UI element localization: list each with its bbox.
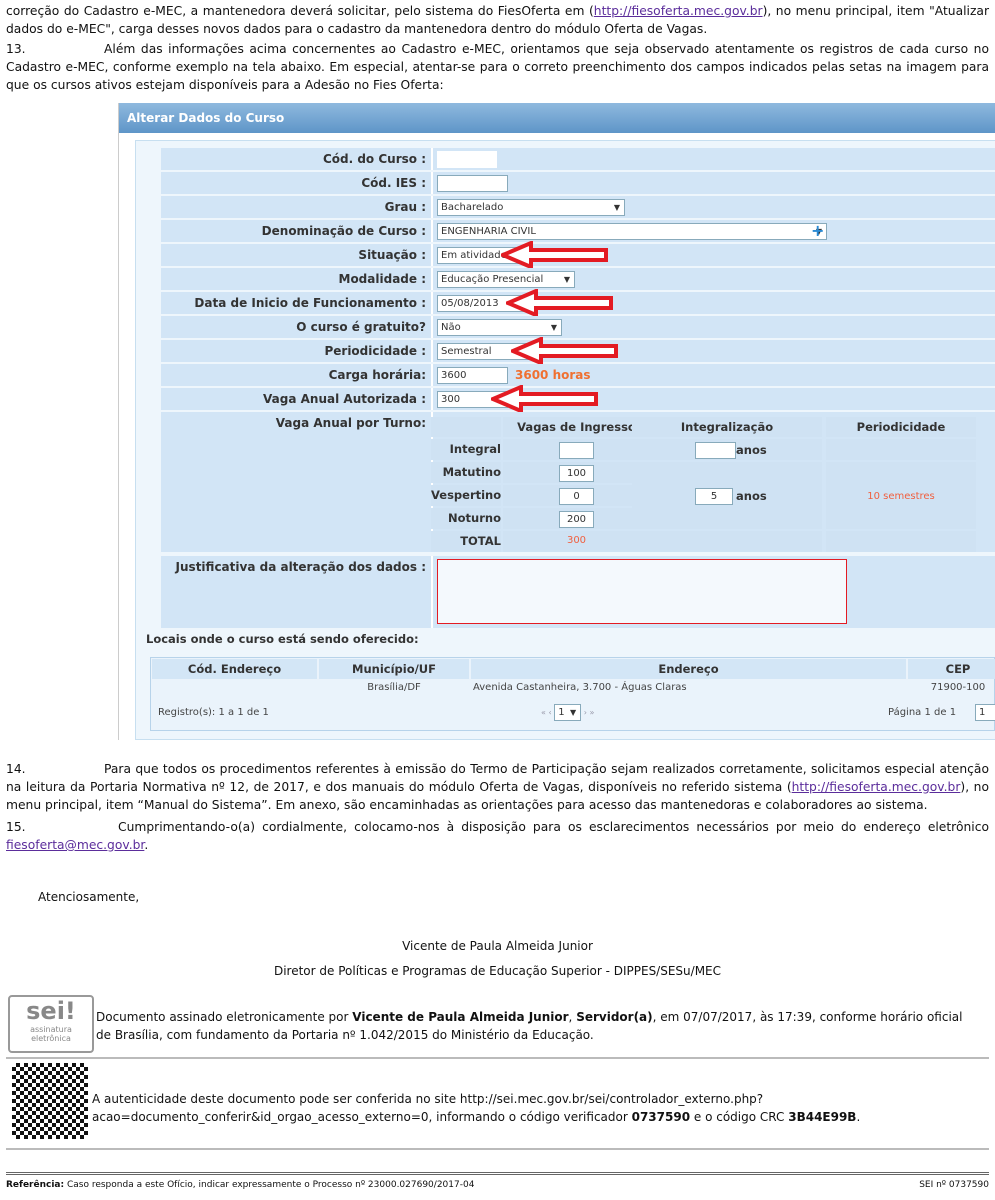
form-row: Denominação de Curso : ENGENHARIA CIVIL+ (161, 220, 995, 242)
closing: Atenciosamente, (38, 890, 140, 904)
field-label: Grau : (384, 200, 426, 214)
turno-row-label: Noturno (431, 508, 501, 529)
turno-row-label: Vespertino (431, 485, 501, 506)
red-arrow-icon (491, 385, 598, 413)
field-input[interactable]: 300 (437, 391, 508, 408)
periodicidade-value: 10 semestres (867, 491, 935, 502)
locais-header: Endereço (471, 659, 906, 679)
field-input[interactable] (437, 151, 497, 168)
paragraph-12-end: correção do Cadastro e-MEC, a mantenedor… (6, 4, 990, 36)
add-icon[interactable]: + (811, 221, 825, 240)
form-row: Grau : Bacharelado (161, 196, 995, 218)
paragraph-13: 13. Além das informações acima concernent… (6, 42, 989, 92)
signer-role: Diretor de Políticas e Programas de Educ… (273, 964, 722, 978)
turno-row-label: TOTAL (431, 531, 501, 552)
justificativa-textarea[interactable] (437, 559, 847, 624)
vagas-input[interactable] (559, 442, 594, 459)
vagas-input[interactable]: 200 (559, 511, 594, 528)
field-label: Cód. do Curso : (322, 152, 426, 166)
page-input[interactable]: 1 (975, 704, 995, 721)
form-row: Cód. IES : (161, 172, 995, 194)
turno-row-label: Integral (431, 439, 501, 460)
field-label: Denominação de Curso : (261, 224, 426, 238)
field-select[interactable]: Educação Presencial (437, 271, 575, 288)
red-arrow-icon (501, 241, 608, 269)
turno-header: Periodicidade (826, 417, 976, 437)
integralizacao-anos-input[interactable]: 5 (695, 488, 733, 505)
form-row: Carga horária: 3600 3600 horas (161, 364, 995, 386)
turno-header: Integralização (632, 417, 822, 437)
vagas-total: 300 (566, 535, 587, 546)
locais-cell: Brasília/DF (367, 682, 421, 693)
form-row: Cód. do Curso : (161, 148, 995, 170)
turno-label: Vaga Anual por Turno: (275, 416, 426, 430)
signature-text: Documento assinado eletronicamente por V… (96, 1010, 963, 1042)
vagas-input[interactable]: 0 (559, 488, 594, 505)
field-label: Modalidade : (338, 272, 427, 286)
field-select[interactable]: ENGENHARIA CIVIL (437, 223, 827, 240)
locais-header: Município/UF (319, 659, 469, 679)
field-label: Carga horária: (328, 368, 426, 382)
locais-cell: 71900-100 (930, 682, 986, 693)
course-form-screenshot: Alterar Dados do Curso Cód. do Curso : Có… (118, 103, 995, 740)
page-select[interactable]: 1 (554, 704, 582, 721)
field-input[interactable]: 3600 (437, 367, 508, 384)
email-link[interactable]: fiesoferta@mec.gov.br (6, 838, 145, 852)
pagina-text: Página 1 de 1 (888, 707, 957, 718)
form-row: O curso é gratuito? Não (161, 316, 995, 338)
turno-row-label: Matutino (431, 462, 501, 483)
field-label: O curso é gratuito? (296, 320, 426, 334)
paragraph-14: 14. Para que todos os procedimentos refer… (6, 762, 990, 812)
locais-header: Cód. Endereço (152, 659, 317, 679)
footer-sei-number: SEI nº 0737590 (919, 1180, 989, 1190)
justificativa-label: Justificativa da alteração dos dados : (175, 560, 426, 574)
field-select[interactable]: Bacharelado (437, 199, 625, 216)
footer-reference: Referência: Caso responda a este Ofício,… (6, 1180, 475, 1190)
fiesoferta-link-2[interactable]: http://fiesoferta.mec.gov.br (791, 780, 961, 794)
locais-label: Locais onde o curso está sendo oferecido… (146, 632, 419, 646)
field-label: Situação : (358, 248, 426, 262)
red-arrow-icon (511, 337, 618, 365)
turno-header: Vagas de Ingresso (503, 417, 650, 437)
sei-signature-logo: sei! assinatura eletrônica (8, 995, 94, 1053)
form-row: Modalidade : Educação Presencial (161, 268, 995, 290)
field-label: Periodicidade : (324, 344, 426, 358)
carga-note: 3600 horas (515, 368, 591, 382)
paragraph-15: 15. Cumprimentando-o(a) cordialmente, col… (6, 820, 989, 852)
vagas-input[interactable]: 100 (559, 465, 594, 482)
locais-cell: Avenida Castanheira, 3.700 - Águas Clara… (473, 682, 687, 693)
qr-code (12, 1063, 88, 1139)
field-label: Data de Inicio de Funcionamento : (194, 296, 426, 310)
field-label: Cód. IES : (361, 176, 426, 190)
field-select[interactable]: Não (437, 319, 562, 336)
fiesoferta-link[interactable]: http://fiesoferta.mec.gov.br (593, 4, 763, 18)
registros-count: Registro(s): 1 a 1 de 1 (158, 707, 269, 718)
form-title: Alterar Dados do Curso (119, 103, 995, 133)
locais-header: CEP (908, 659, 995, 679)
integral-anos-input[interactable] (695, 442, 736, 459)
field-label: Vaga Anual Autorizada : (263, 392, 426, 406)
red-arrow-icon (506, 289, 613, 317)
field-input[interactable] (437, 175, 508, 192)
authenticity-text: A autenticidade deste documento pode ser… (92, 1092, 861, 1124)
signer-name: Vicente de Paula Almeida Junior (402, 939, 593, 953)
